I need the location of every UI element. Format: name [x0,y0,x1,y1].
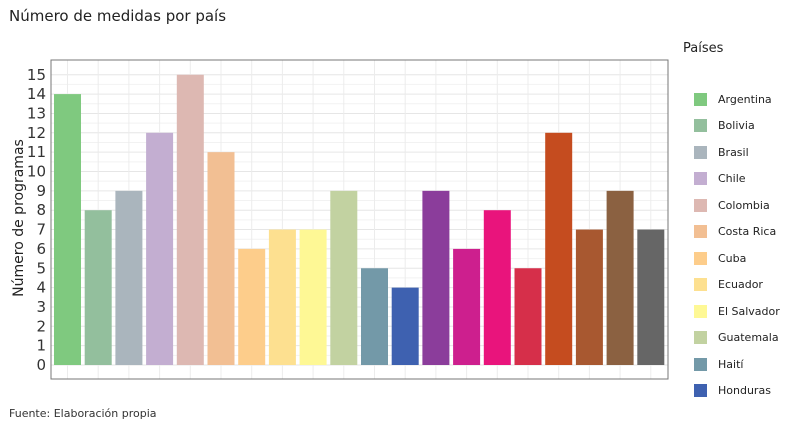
legend-label: El Salvador [718,304,780,318]
y-tick-label: 11 [27,143,46,161]
chart-title: Número de medidas por país [9,7,227,25]
y-tick-label: 13 [27,104,46,122]
plot-frame [50,59,669,380]
legend-item: Bolivia [694,113,798,140]
bars [54,74,665,365]
legend-label: Brasil [718,145,749,159]
legend-swatch [694,225,707,239]
y-tick-label: 6 [36,240,46,258]
bar-el-salvador [299,229,327,365]
legend-label: Colombia [718,198,770,212]
legend-label: Honduras [718,384,771,398]
y-tick-label: 1 [36,337,46,355]
bar-haití [361,268,388,365]
legend-swatch [694,384,707,398]
legend-item: Colombia [694,192,798,219]
legend-swatch [694,92,707,106]
legend-label: Ecuador [718,278,763,292]
legend-swatch [694,251,707,265]
legend-swatch [694,119,707,133]
legend-item: Argentina [694,86,798,113]
bar-costa-rica [207,152,235,365]
bar-country-19 [606,190,634,365]
legend: Argentina Bolivia Brasil Chile Colombia Costa… [694,86,798,404]
legend-swatch [694,145,707,159]
bar-country-17 [545,132,573,365]
bar-country-15 [483,210,511,365]
legend-label: Costa Rica [718,225,777,239]
legend-item: Chile [694,166,798,193]
bar-honduras [391,287,419,365]
legend-item: Ecuador [694,272,798,299]
legend-swatch [694,278,707,292]
bar-country-18 [575,229,603,365]
y-tick-label: 14 [27,85,46,103]
legend-item: Guatemala [694,325,798,352]
legend-item: Cuba [694,245,798,272]
bar-colombia [176,74,204,365]
legend-label: Guatemala [718,331,779,345]
y-axis-label: Número de programas [11,139,27,297]
bar-guatemala [330,190,358,365]
legend-item: Brasil [694,139,798,166]
y-tick-label: 7 [36,221,46,239]
bar-chile [146,132,174,365]
legend-item: Honduras [694,378,798,405]
legend-swatch [694,198,707,212]
bar-brasil [115,190,143,365]
y-tick-label: 5 [36,259,46,277]
legend-item: El Salvador [694,298,798,325]
y-tick-label: 8 [36,201,46,219]
legend-label: Chile [718,172,746,186]
y-tick-label: 4 [36,279,46,297]
legend-title: Países [683,41,724,56]
legend-swatch [694,172,707,186]
grid-lines [51,60,668,379]
bar-cuba [238,248,266,365]
y-tick-label: 15 [27,66,46,84]
source-note: Fuente: Elaboración propia [9,407,157,420]
legend-label: Cuba [718,251,747,265]
bar-country-20 [637,229,665,365]
legend-swatch [694,331,707,345]
y-tick-label: 9 [36,182,46,200]
y-tick-label: 12 [27,124,46,142]
bar-bolivia [84,210,112,365]
legend-label: Argentina [718,92,772,106]
legend-swatch [694,357,707,371]
legend-item: Costa Rica [694,219,798,246]
bar-country-16 [514,268,542,365]
legend-item: Haití [694,351,798,378]
legend-label: Bolivia [718,119,755,133]
bar-ecuador [268,229,296,365]
bar-country-13 [422,190,450,365]
y-tick-label: 10 [27,163,46,181]
legend-swatch [694,304,707,318]
bar-argentina [54,94,81,365]
bar-country-14 [453,248,481,365]
legend-label: Haití [718,357,744,371]
y-tick-label: 0 [36,356,46,374]
y-tick-label: 2 [36,317,46,335]
y-tick-label: 3 [36,298,46,316]
